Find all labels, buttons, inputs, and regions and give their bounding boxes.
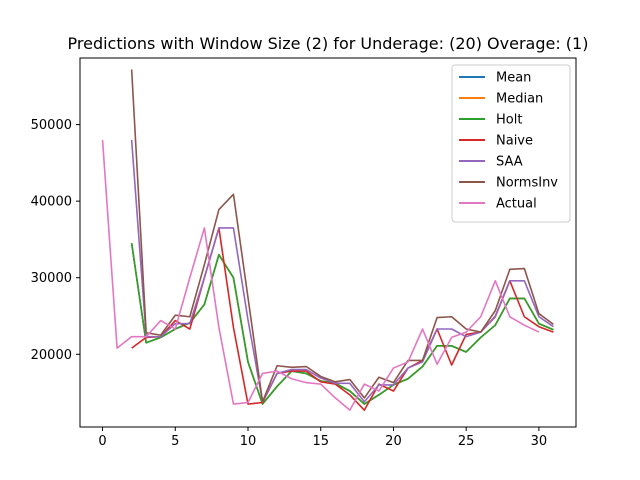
legend-label: Naive — [496, 134, 533, 149]
legend-item: Naive — [459, 134, 533, 149]
legend-item: Mean — [459, 71, 531, 86]
legend-label: Median — [496, 92, 543, 107]
x-axis: 0 5 10 15 20 25 30 — [98, 427, 547, 449]
x-tick-label: 25 — [458, 434, 475, 449]
legend-label: SAA — [496, 155, 523, 170]
y-tick-label: 30000 — [31, 271, 72, 286]
series-line-holt — [130, 243, 554, 405]
legend-item: SAA — [459, 155, 523, 170]
y-tick-label: 20000 — [31, 348, 72, 363]
x-tick-label: 20 — [385, 434, 402, 449]
x-tick-label: 15 — [312, 434, 329, 449]
legend-label: Mean — [496, 71, 531, 86]
series-line-actual — [101, 139, 540, 411]
legend-item: Median — [459, 92, 543, 107]
x-tick-label: 0 — [98, 434, 106, 449]
y-tick-label: 50000 — [31, 118, 72, 133]
chart-title: Predictions with Window Size (2) for Und… — [68, 34, 589, 53]
x-tick-label: 30 — [531, 434, 548, 449]
x-tick-label: 5 — [171, 434, 179, 449]
x-tick-label: 10 — [240, 434, 257, 449]
legend-label: Holt — [496, 113, 522, 128]
legend: Mean Median Holt Naive SAA NormsInv Actual — [451, 64, 571, 223]
legend-item: NormsInv — [459, 176, 558, 191]
plot-frame — [79, 57, 577, 428]
legend-label: Actual — [496, 197, 537, 212]
y-tick-label: 40000 — [31, 195, 72, 210]
plot-lines — [101, 69, 554, 411]
series-line-normsinv — [130, 69, 554, 403]
y-axis: 20000 30000 40000 50000 — [31, 118, 80, 363]
legend-label: NormsInv — [496, 176, 558, 191]
legend-item: Actual — [459, 197, 537, 212]
legend-item: Holt — [459, 113, 522, 128]
